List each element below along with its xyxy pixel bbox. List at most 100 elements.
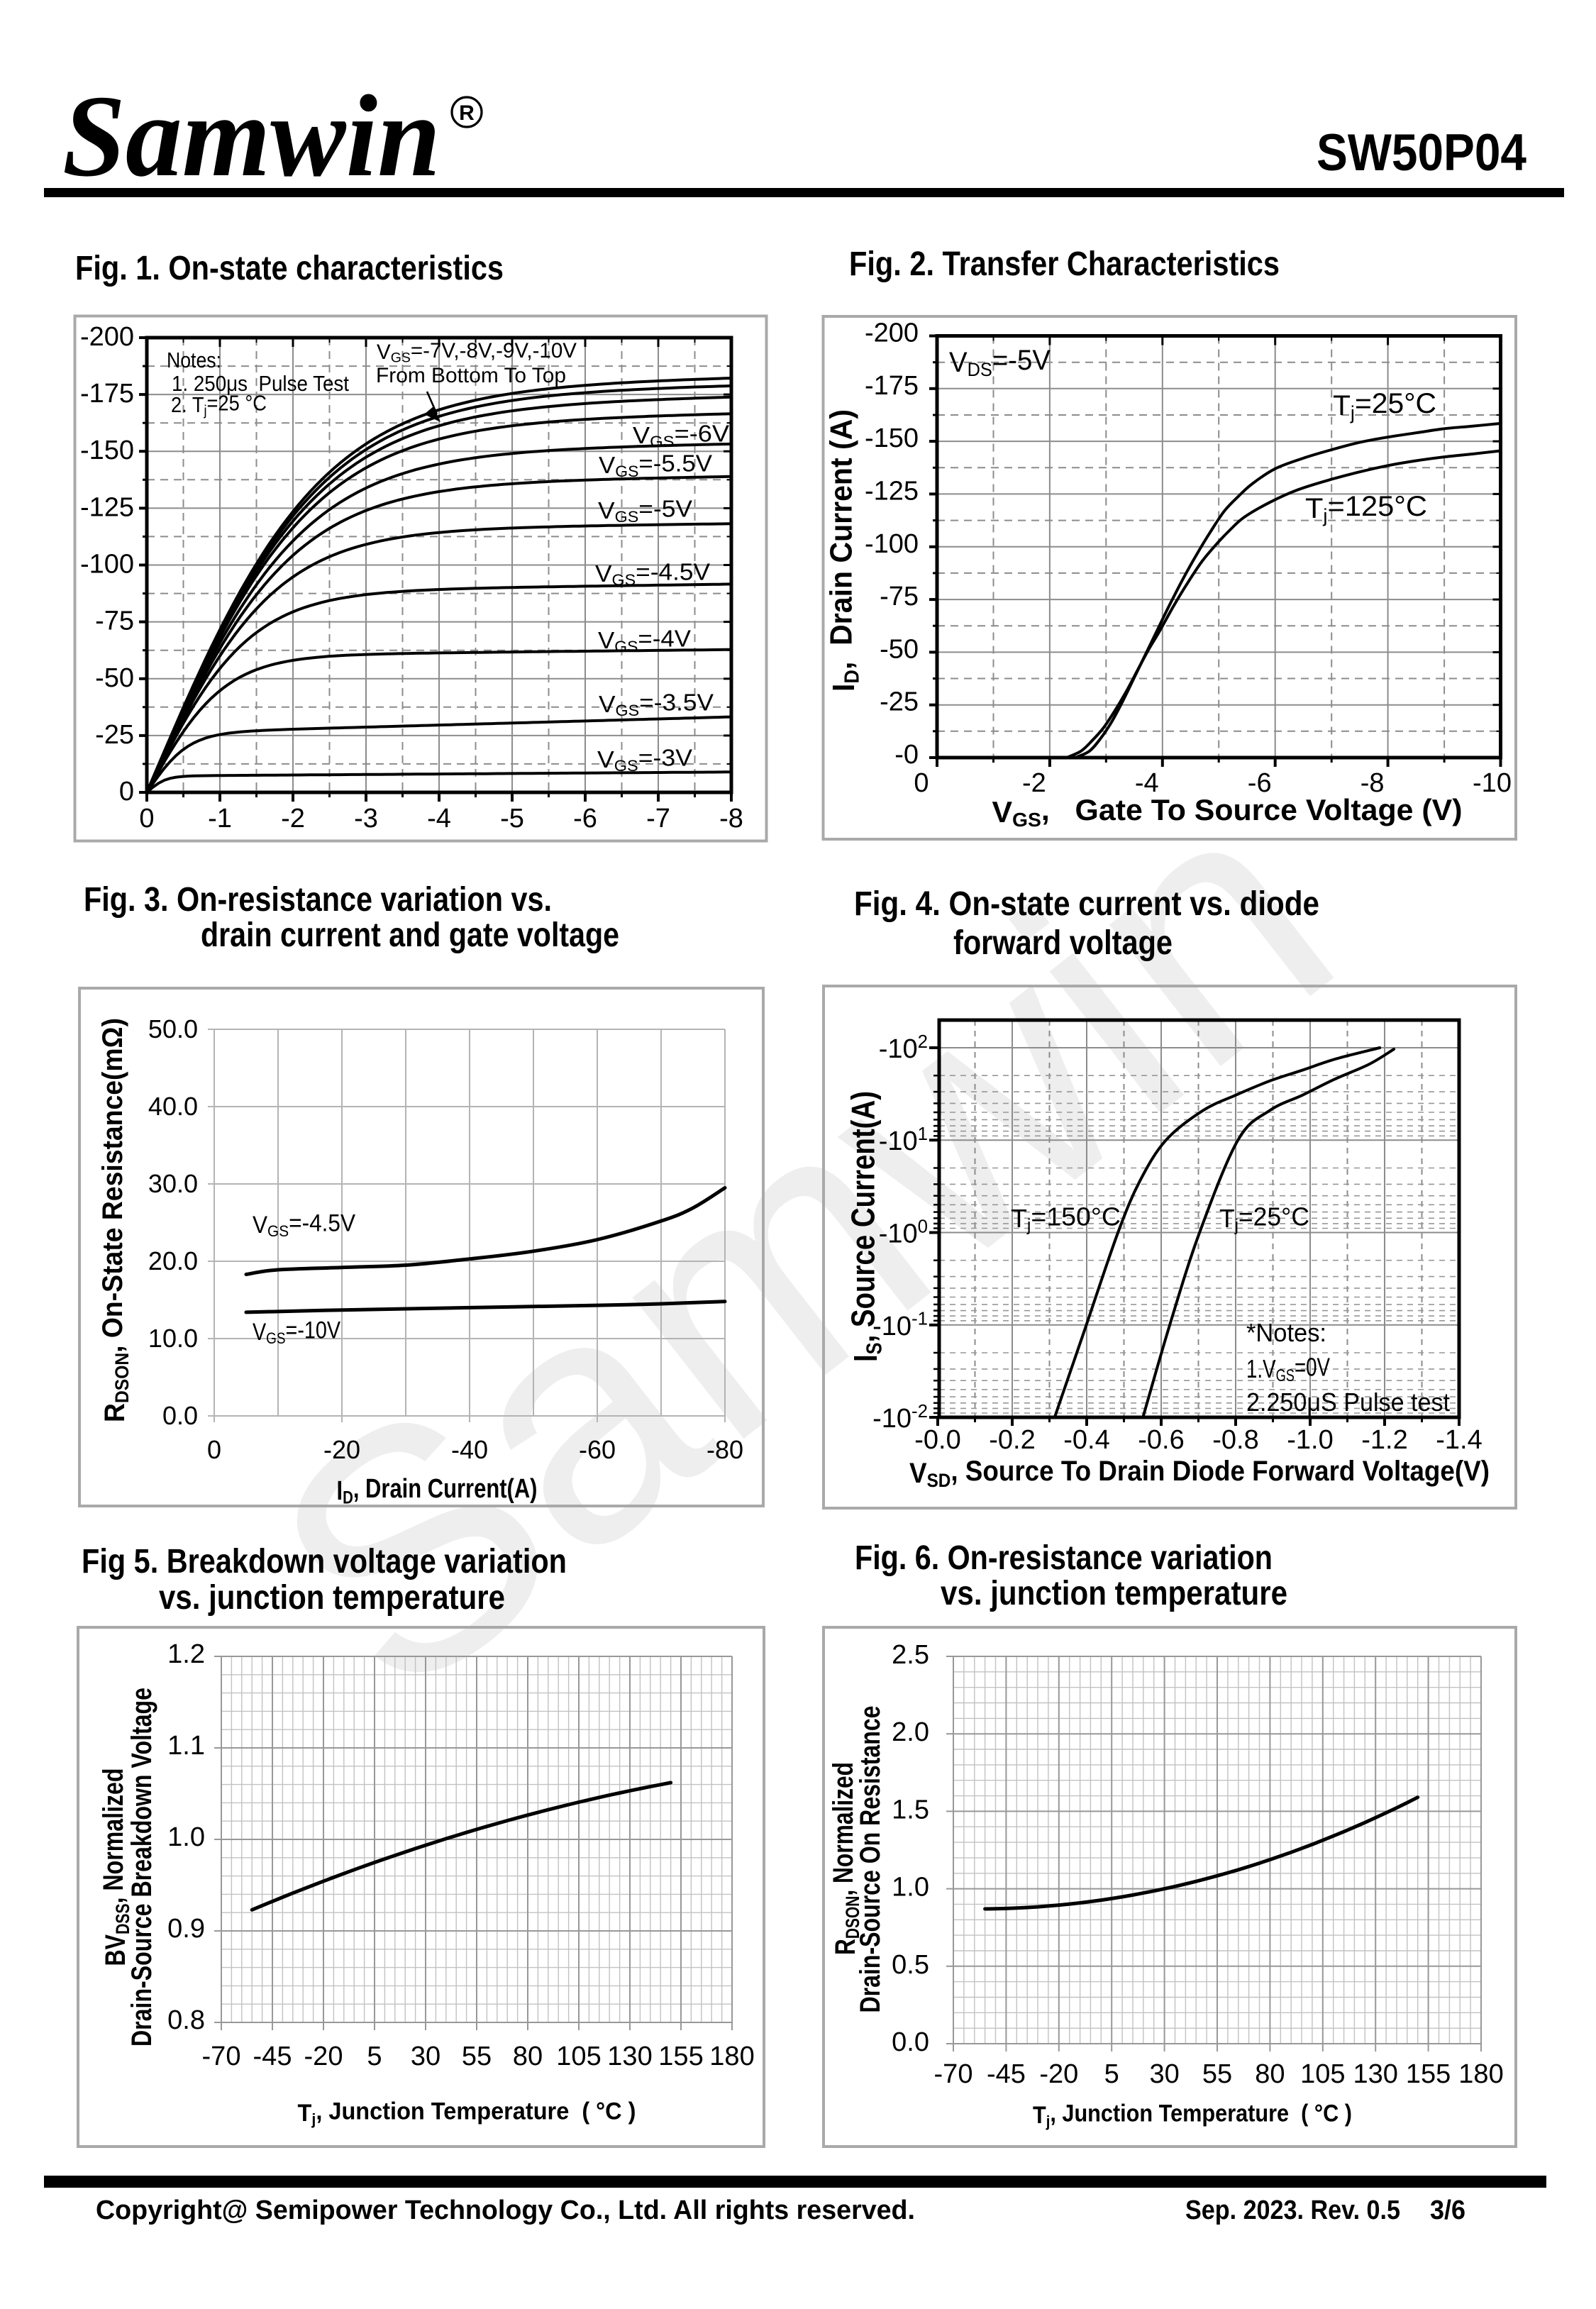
svg-text:-6: -6 [1248,768,1272,798]
svg-text:-0: -0 [894,740,919,770]
svg-text:Drain-Source On Resistance: Drain-Source On Resistance [855,1706,886,2013]
svg-text:Tj, Junction Temperature ( °C: Tj, Junction Temperature ( °C ) [1033,2100,1352,2130]
svg-text:Fig. 3. On-resistance variatio: Fig. 3. On-resistance variation vs. [84,881,552,919]
svg-text:-70: -70 [934,2059,973,2089]
svg-text:55: 55 [1202,2059,1232,2089]
svg-text:-7: -7 [646,804,670,834]
svg-text:-1.4: -1.4 [1436,1425,1482,1455]
svg-text:2.5: 2.5 [892,1640,929,1670]
svg-text:1.2: 1.2 [167,1639,205,1669]
svg-text:-2: -2 [1022,768,1046,798]
svg-text:-1.0: -1.0 [1287,1425,1333,1455]
svg-text:Drain-Source Breakdown Voltage: Drain-Source Breakdown Voltage [126,1688,157,2047]
svg-text:-40: -40 [451,1435,488,1464]
svg-text:80: 80 [1255,2059,1285,2089]
svg-text:5: 5 [367,2042,382,2071]
svg-text:-125: -125 [80,492,134,522]
svg-text:0.9: 0.9 [167,1914,205,1944]
svg-text:-5: -5 [500,804,524,834]
svg-text:80: 80 [513,2042,543,2071]
svg-text:-1.2: -1.2 [1361,1425,1407,1455]
svg-text:0: 0 [119,777,134,807]
svg-text:-1: -1 [208,804,232,834]
svg-text:2.250μS Pulse test: 2.250μS Pulse test [1246,1388,1450,1417]
svg-text:VGS=-4.5V: VGS=-4.5V [595,559,710,589]
svg-text:vs. junction temperature: vs. junction temperature [941,1575,1287,1612]
svg-text:VGS=-4.5V: VGS=-4.5V [253,1209,355,1239]
svg-text:BVDSS, Normalized: BVDSS, Normalized [98,1768,133,1966]
svg-text:1.0: 1.0 [167,1822,205,1852]
svg-text:-25: -25 [880,687,919,717]
svg-text:130: 130 [1353,2059,1397,2089]
svg-text:-75: -75 [95,607,134,636]
svg-text:Fig. 4. On-state current vs. d: Fig. 4. On-state current vs. diode [854,885,1319,923]
svg-text:55: 55 [462,2042,492,2071]
svg-text:-150: -150 [80,436,134,465]
svg-text:VGS, Gate To Source Voltage: VGS, Gate To Source Voltage (V) [992,793,1463,831]
svg-text:drain current and gate voltage: drain current and gate voltage [201,917,619,954]
svg-text:Tj, Junction Temperature ( °C: Tj, Junction Temperature ( °C ) [298,2098,636,2127]
svg-text:180: 180 [709,2042,754,2071]
svg-text:-20: -20 [304,2042,343,2071]
svg-text:155: 155 [658,2042,703,2071]
svg-text:Tj=150°C: Tj=150°C [1011,1202,1121,1235]
svg-text:1.5: 1.5 [892,1795,929,1825]
svg-text:VGS=-5V: VGS=-5V [598,496,692,526]
svg-text:VGS=-10V: VGS=-10V [253,1317,340,1346]
svg-text:-0.6: -0.6 [1138,1425,1184,1455]
svg-text:-8: -8 [719,804,743,834]
svg-text:10.0: 10.0 [148,1324,198,1353]
svg-text:-60: -60 [579,1435,616,1464]
svg-text:-6: -6 [573,804,597,834]
svg-text:*Notes:: *Notes: [1246,1318,1326,1347]
svg-text:-0.0: -0.0 [914,1425,960,1455]
svg-text:vs. junction temperature: vs. junction temperature [159,1579,505,1617]
svg-text:-2: -2 [281,804,305,834]
svg-text:VGS=-7V,-8V,-9V,-10V: VGS=-7V,-8V,-9V,-10V [377,339,577,366]
svg-text:-150: -150 [865,423,919,453]
svg-text:VGS=-3.5V: VGS=-3.5V [599,690,714,719]
svg-text:3/6: 3/6 [1430,2196,1465,2225]
svg-text:30: 30 [411,2042,440,2071]
svg-text:-50: -50 [95,663,134,693]
svg-text:30.0: 30.0 [148,1169,198,1198]
svg-text:-25: -25 [95,720,134,750]
svg-text:105: 105 [556,2042,601,2071]
svg-text:ID, Drain Current (A): ID, Drain Current (A) [824,409,864,692]
svg-text:40.0: 40.0 [148,1092,198,1121]
svg-text:50.0: 50.0 [148,1014,198,1043]
svg-text:R: R [459,101,475,125]
svg-text:VGS=-3V: VGS=-3V [597,745,692,775]
svg-text:0.0: 0.0 [892,2027,929,2057]
svg-text:5: 5 [1104,2059,1119,2089]
svg-text:105: 105 [1300,2059,1345,2089]
svg-text:Fig. 6. On-resistance variatio: Fig. 6. On-resistance variation [855,1539,1273,1577]
svg-text:0: 0 [207,1435,221,1464]
svg-text:-0.2: -0.2 [989,1425,1035,1455]
svg-text:VGS=-6V: VGS=-6V [633,421,729,450]
svg-text:155: 155 [1406,2059,1451,2089]
svg-text:VGS=-4V: VGS=-4V [598,626,691,655]
svg-text:0.0: 0.0 [162,1401,198,1430]
svg-text:-100: -100 [865,529,919,559]
svg-text:VDS=-5V: VDS=-5V [949,345,1051,380]
svg-text:1.1: 1.1 [167,1731,205,1761]
svg-text:-200: -200 [865,319,919,348]
svg-text:IS, Source Current(A): IS, Source Current(A) [845,1091,887,1362]
svg-text:Notes:: Notes: [167,348,221,372]
svg-text:-4: -4 [1135,768,1159,798]
svg-text:-70: -70 [202,2042,241,2071]
svg-text:0: 0 [914,768,929,798]
svg-text:1. 250μs Pulse Test: 1. 250μs Pulse Test [172,371,349,396]
svg-text:0: 0 [139,804,154,834]
svg-text:0.5: 0.5 [892,1950,929,1980]
svg-text:-8: -8 [1361,768,1385,798]
svg-text:Sep. 2023. Rev. 0.5: Sep. 2023. Rev. 0.5 [1185,2196,1400,2225]
svg-text:-100: -100 [80,550,134,580]
svg-text:RDSON, On-State Resistance(mΩ): RDSON, On-State Resistance(mΩ) [97,1018,133,1422]
svg-text:-3: -3 [354,804,378,834]
svg-text:Tj=125°C: Tj=125°C [1305,491,1427,526]
svg-text:0.8: 0.8 [167,2005,205,2035]
svg-text:Samwin: Samwin [62,71,440,201]
svg-text:-0.4: -0.4 [1063,1425,1109,1455]
